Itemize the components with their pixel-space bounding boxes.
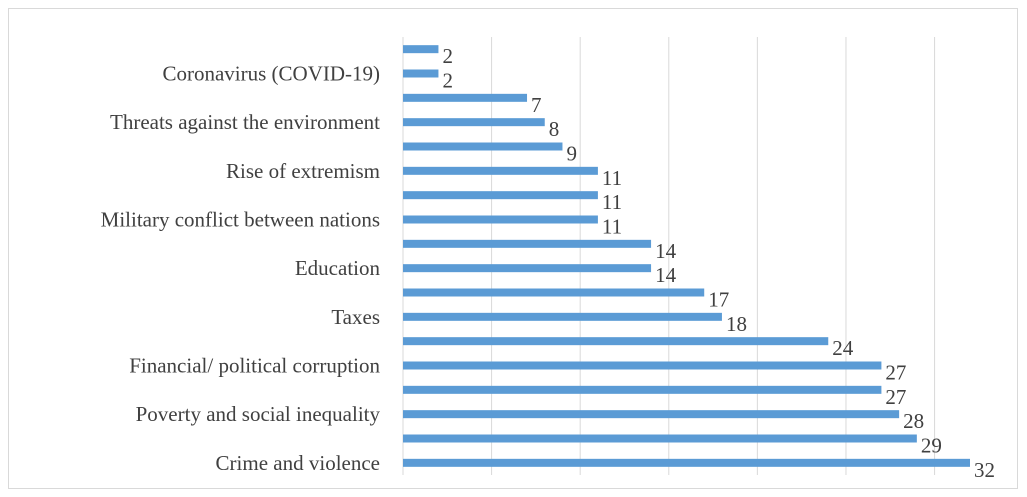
bar: [403, 215, 598, 224]
data-label: 11: [602, 190, 622, 214]
category-label: Financial/ political corruption: [129, 354, 380, 378]
data-label: 18: [726, 312, 747, 336]
data-label: 14: [655, 239, 677, 263]
data-label: 11: [602, 215, 622, 239]
category-label: Taxes: [331, 305, 380, 329]
bar: [403, 264, 652, 273]
data-label: 11: [602, 166, 622, 190]
bar: [403, 69, 439, 78]
bar: [403, 337, 829, 346]
bar: [403, 166, 598, 175]
bar: [403, 239, 652, 248]
data-label: 14: [655, 263, 677, 287]
bar: [403, 361, 882, 370]
category-label: Education: [295, 256, 381, 280]
chart-frame: [8, 8, 1018, 489]
data-label: 27: [885, 385, 906, 409]
data-label: 2: [442, 69, 453, 93]
data-label: 27: [885, 361, 906, 385]
category-tick-labels: Crime and violence Poverty and social ine…: [101, 62, 381, 475]
data-label: 28: [903, 409, 924, 433]
data-label: 24: [832, 336, 854, 360]
data-label: 9: [566, 142, 577, 166]
category-label: Coronavirus (COVID-19): [162, 62, 380, 86]
data-label: 29: [921, 434, 942, 458]
category-label: Military conflict between nations: [101, 208, 380, 232]
gridlines: [402, 37, 936, 475]
bar: [403, 288, 705, 297]
bar: [403, 312, 722, 321]
category-label: Threats against the environment: [110, 110, 380, 134]
bar: [403, 118, 545, 127]
data-label: 32: [974, 458, 995, 482]
bar: [403, 191, 598, 200]
category-label: Rise of extremism: [226, 159, 380, 183]
bar: [403, 142, 563, 151]
bar: [403, 385, 882, 394]
bar: [403, 434, 917, 443]
data-label: 8: [549, 117, 560, 141]
bar: [403, 410, 900, 419]
category-label: Crime and violence: [216, 451, 380, 475]
bar: [403, 458, 970, 467]
bar: [403, 93, 528, 102]
bar: [403, 45, 439, 54]
data-label: 2: [442, 44, 453, 68]
data-label: 17: [708, 288, 729, 312]
category-label: Poverty and social inequality: [136, 402, 381, 426]
data-label: 7: [531, 93, 542, 117]
bars: [403, 45, 970, 467]
